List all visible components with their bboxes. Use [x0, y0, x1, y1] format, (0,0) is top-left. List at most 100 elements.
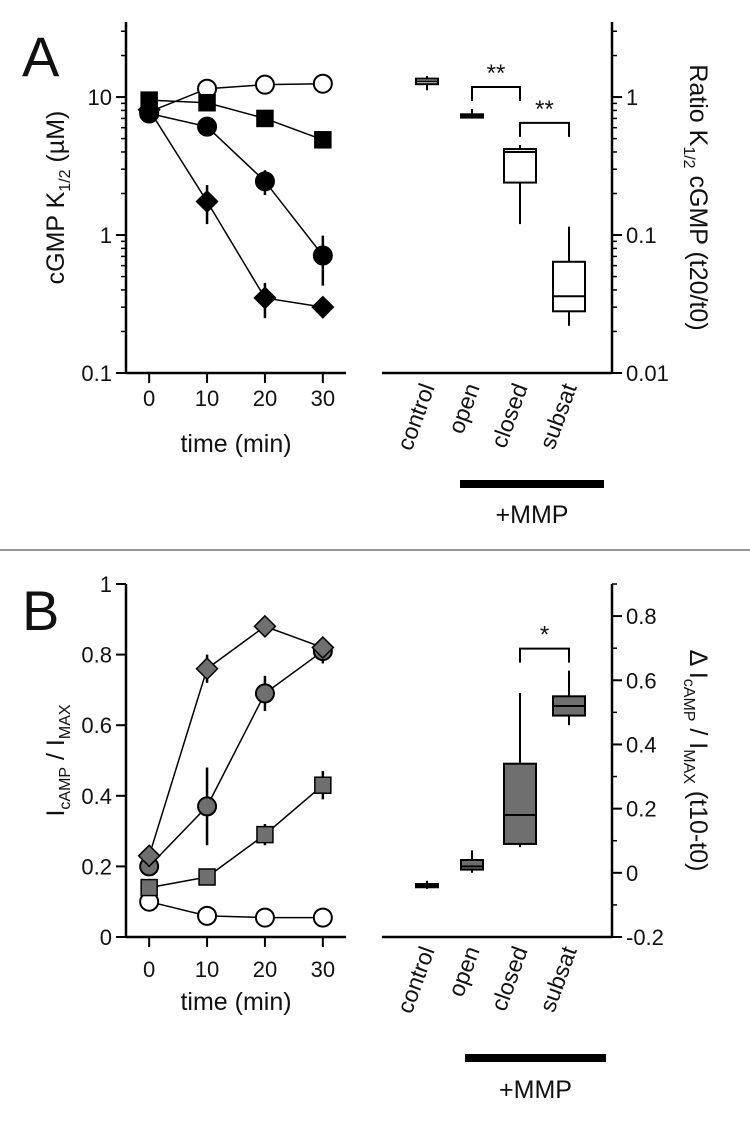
series-line	[149, 784, 324, 889]
summary-y-tick-label: -0.2	[626, 925, 664, 950]
summary-y-tick-label: 0.2	[626, 797, 657, 822]
summary-y-tick-label: 0.6	[626, 668, 657, 693]
kinetics-y-label-subscript: MAX	[57, 704, 74, 739]
kinetics-y-axis-label: IcAMP / IMAX	[42, 704, 74, 816]
data-point	[197, 905, 218, 926]
kinetics-x-tick-label: 20	[253, 386, 277, 411]
series-line	[148, 900, 323, 919]
data-point	[195, 189, 219, 214]
kinetics-y-tick-label: 0.8	[81, 643, 112, 668]
data-point	[197, 796, 218, 817]
box	[503, 762, 537, 845]
kinetics-x-tick-label: 10	[195, 957, 219, 982]
category-label: closed	[486, 943, 533, 1014]
data-point	[198, 868, 216, 886]
data-point	[256, 825, 274, 844]
kinetics-y-label-subscript: 1/2	[57, 169, 74, 191]
series-line	[148, 109, 323, 308]
summary-y-axis-label: Δ IcAMP / IMAX (t10-t0)	[680, 650, 712, 872]
kinetics-x-axis-label: time (min)	[180, 988, 291, 1016]
data-point	[312, 907, 333, 928]
data-point	[312, 73, 333, 94]
kinetics-y-tick-label: 10	[88, 85, 112, 110]
significance-bracket	[519, 647, 570, 663]
summary-y-tick-label: 0.01	[626, 361, 669, 386]
category-label: subsat	[534, 379, 582, 452]
category-label: open	[443, 380, 485, 437]
data-point	[195, 657, 219, 681]
data-point	[312, 245, 333, 266]
summary-y-tick-label: 0	[626, 861, 638, 886]
kinetics-x-tick-label: 0	[143, 957, 155, 982]
kinetics-y-tick-label: 1	[100, 223, 112, 248]
data-point	[314, 776, 332, 794]
kinetics-x-axis-label: time (min)	[180, 430, 291, 458]
series-line	[148, 82, 323, 113]
kinetics-y-tick-label: 1	[100, 572, 112, 597]
summary-y-label-main: Δ I	[684, 650, 712, 679]
data-point	[198, 93, 216, 112]
series-line	[149, 99, 324, 141]
data-point	[254, 907, 275, 928]
series-line	[148, 650, 324, 867]
summary-y-label-subscript: MAX	[680, 749, 697, 784]
summary-y-tick-label: 0.1	[626, 223, 657, 248]
category-label: control	[392, 943, 440, 1017]
kinetics-y-label-subscript: cAMP	[57, 767, 74, 810]
series-line	[148, 112, 324, 257]
data-point	[137, 844, 161, 868]
summary-y-label-subscript: 1/2	[680, 146, 697, 168]
kinetics-y-label-main: cGMP K	[42, 191, 70, 284]
significance-label: **	[487, 60, 506, 87]
kinetics-y-tick-label: 0	[100, 925, 112, 950]
summary-y-label-subscript: cAMP	[680, 679, 697, 722]
category-label: open	[443, 943, 485, 1000]
kinetics-y-tick-label: 0.6	[81, 713, 112, 738]
significance-bracket	[471, 85, 521, 101]
panel-letter-a: A	[22, 25, 60, 88]
box	[552, 260, 586, 313]
kinetics-y-label-unit: (µM)	[42, 111, 70, 170]
category-label: control	[392, 380, 440, 454]
kinetics-x-tick-label: 20	[253, 957, 277, 982]
data-point	[137, 98, 161, 122]
kinetics-y-tick-label: 0.1	[81, 361, 112, 386]
kinetics-y-label-mid: / I	[42, 739, 70, 767]
mmp-group-label: +MMP	[499, 1076, 572, 1104]
data-point	[140, 878, 158, 897]
kinetics-y-tick-label: 0.4	[81, 784, 112, 809]
kinetics-x-tick-label: 30	[311, 386, 335, 411]
significance-label: **	[535, 96, 554, 123]
kinetics-y-label-main: I	[42, 810, 70, 817]
kinetics-x-tick-label: 10	[195, 386, 219, 411]
significance-bracket	[519, 121, 570, 137]
data-point	[254, 683, 275, 704]
data-point	[197, 116, 218, 137]
kinetics-x-tick-label: 0	[143, 386, 155, 411]
series-line	[148, 625, 324, 857]
box	[503, 148, 537, 184]
summary-y-label-unit: cGMP (t20/t0)	[684, 169, 712, 331]
data-point	[253, 286, 277, 310]
category-label: closed	[486, 380, 533, 451]
summary-y-label-unit: (t10-t0)	[684, 784, 712, 872]
summary-y-tick-label: 1	[626, 85, 638, 110]
mmp-group-label: +MMP	[496, 501, 569, 529]
summary-y-label-main: Ratio K	[684, 64, 712, 146]
data-point	[254, 74, 275, 95]
box	[460, 858, 484, 871]
data-point	[256, 109, 274, 128]
data-point	[314, 131, 332, 149]
summary-y-tick-label: 0.4	[626, 732, 657, 757]
category-label: subsat	[534, 942, 582, 1015]
summary-y-tick-label: 0.8	[626, 604, 657, 629]
summary-y-axis-label: Ratio K1/2 cGMP (t20/t0)	[680, 64, 712, 330]
summary-y-label-mid: / I	[684, 721, 712, 749]
kinetics-x-tick-label: 30	[311, 957, 335, 982]
panel-letter-b: B	[22, 579, 59, 642]
data-point	[311, 635, 335, 660]
significance-label: *	[540, 622, 549, 649]
kinetics-y-tick-label: 0.2	[81, 854, 112, 879]
